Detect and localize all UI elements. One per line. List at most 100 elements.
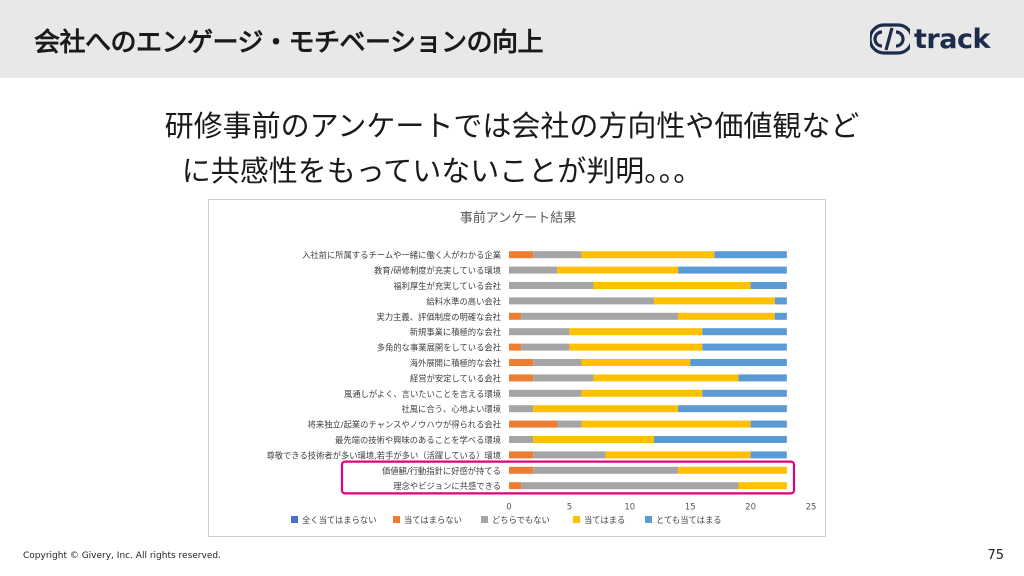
bar-segment (653, 297, 775, 305)
legend-swatch (291, 516, 298, 523)
category-label: 価値観/行動指針に好感が持てる (382, 466, 501, 476)
bar-segment (521, 343, 570, 351)
legend-label: とても当てはまる (656, 515, 722, 525)
category-label: 将来独立/起業のチャンスやノウハウが得られる会社 (308, 420, 501, 430)
legend-swatch (481, 516, 488, 523)
survey-chart: 事前アンケート結果入社前に所属するチームや一緒に働く人がわかる企業教育/研修制度… (208, 199, 826, 537)
category-label: 福利厚生が充実している会社 (393, 281, 501, 291)
bar-segment (521, 312, 679, 320)
slide-title: 会社へのエンゲージ・モチベーションの向上 (34, 28, 543, 58)
bar-segment (509, 266, 558, 274)
bar-segment (509, 343, 522, 351)
bar-segment (533, 405, 679, 413)
logo-text: track (914, 23, 990, 55)
category-label: 海外展開に積極的な会社 (410, 358, 501, 368)
legend-label: 当てはまる (584, 515, 625, 525)
track-logo-icon (870, 23, 910, 55)
bar-segment (774, 312, 787, 320)
bar-segment (653, 436, 787, 443)
bar-segment (702, 343, 787, 351)
bar-segment (702, 389, 787, 397)
bar-segment (509, 389, 582, 397)
category-label: 新規事業に積極的な会社 (410, 327, 501, 337)
bar-segment (509, 374, 534, 382)
legend-swatch (645, 516, 652, 523)
bar-segment (690, 359, 787, 366)
bar-segment (509, 420, 558, 428)
legend-swatch (573, 516, 580, 523)
category-label: 尊敬できる技術者が多い環境,若手が多い（活躍している）環境 (266, 450, 501, 460)
bar-segment (533, 251, 582, 259)
legend-label: どちらでもない (492, 515, 550, 525)
bar-segment (750, 282, 787, 289)
page-number: 75 (987, 548, 1004, 563)
bar-segment (714, 251, 787, 259)
x-tick-label: 5 (567, 502, 572, 512)
x-tick-label: 15 (685, 502, 696, 512)
bar-segment (509, 482, 522, 490)
category-label: 実力主義、評価制度の明確な会社 (377, 312, 501, 322)
bar-segment (750, 451, 787, 459)
category-label: 最先端の技術や興味のあることを学べる環境 (335, 435, 501, 445)
bar-segment (750, 420, 787, 428)
category-label: 多角的な事業展開をしている会社 (377, 343, 501, 353)
bar-segment (557, 420, 582, 428)
bar-segment (557, 266, 679, 274)
category-label: 風通しがよく、言いたいことを言える環境 (344, 389, 501, 399)
chart-title: 事前アンケート結果 (460, 210, 576, 226)
headline-line-1: 研修事前のアンケートでは会社の方向性や価値観など (164, 109, 860, 143)
highlight-box (340, 460, 796, 495)
legend-label: 当てはまらない (404, 515, 462, 525)
legend-swatch (393, 516, 400, 523)
category-label: 教育/研修制度が充実している環境 (374, 266, 501, 276)
track-logo: track (870, 22, 990, 56)
bar-segment (738, 482, 787, 490)
bar-segment (581, 389, 703, 397)
bar-segment (509, 282, 594, 289)
bar-segment (533, 436, 654, 443)
bar-segment (593, 374, 739, 382)
bar-segment (605, 451, 751, 459)
category-label: 理念やビジョンに共感できる (393, 481, 501, 491)
category-label: 社風に合う、心地よい環境 (401, 404, 501, 414)
bar-segment (521, 482, 739, 490)
bar-segment (678, 466, 787, 474)
bar-segment (678, 266, 787, 274)
bar-segment (678, 405, 787, 413)
bar-segment (678, 312, 775, 320)
copyright-text: Copyright © Givery, Inc. All rights rese… (23, 551, 221, 561)
category-label: 入社前に所属するチームや一緒に働く人がわかる企業 (302, 250, 501, 260)
bar-segment (581, 251, 715, 259)
bar-segment (581, 359, 691, 366)
bar-segment (509, 436, 534, 443)
bar-segment (533, 359, 582, 366)
category-label: 経営が安定している会社 (410, 373, 501, 383)
x-tick-label: 25 (806, 502, 817, 512)
legend-label: 全く当てはまらない (302, 515, 377, 525)
bar-segment (509, 405, 534, 413)
bar-segment (509, 466, 534, 474)
bar-segment (774, 297, 787, 305)
bar-segment (533, 451, 606, 459)
bar-segment (509, 451, 534, 459)
bar-segment (569, 343, 703, 351)
header-band (0, 0, 1024, 78)
x-tick-label: 20 (745, 502, 756, 512)
bar-segment (509, 297, 654, 305)
bar-segment (533, 374, 594, 382)
headline-line-2: に共感性をもっていないことが判明。。。 (181, 154, 703, 188)
bar-segment (569, 328, 703, 336)
bar-segment (509, 328, 570, 336)
bar-segment (738, 374, 787, 382)
category-label: 給料水準の高い会社 (426, 296, 501, 306)
x-tick-label: 0 (506, 502, 511, 512)
bar-segment (533, 466, 679, 474)
bar-segment (509, 251, 534, 259)
bar-segment (581, 420, 751, 428)
bar-segment (509, 359, 534, 366)
survey-chart-svg: 事前アンケート結果入社前に所属するチームや一緒に働く人がわかる企業教育/研修制度… (266, 210, 817, 525)
bar-segment (593, 282, 751, 289)
x-tick-label: 10 (624, 502, 635, 512)
bar-segment (702, 328, 787, 336)
bar-segment (509, 312, 522, 320)
